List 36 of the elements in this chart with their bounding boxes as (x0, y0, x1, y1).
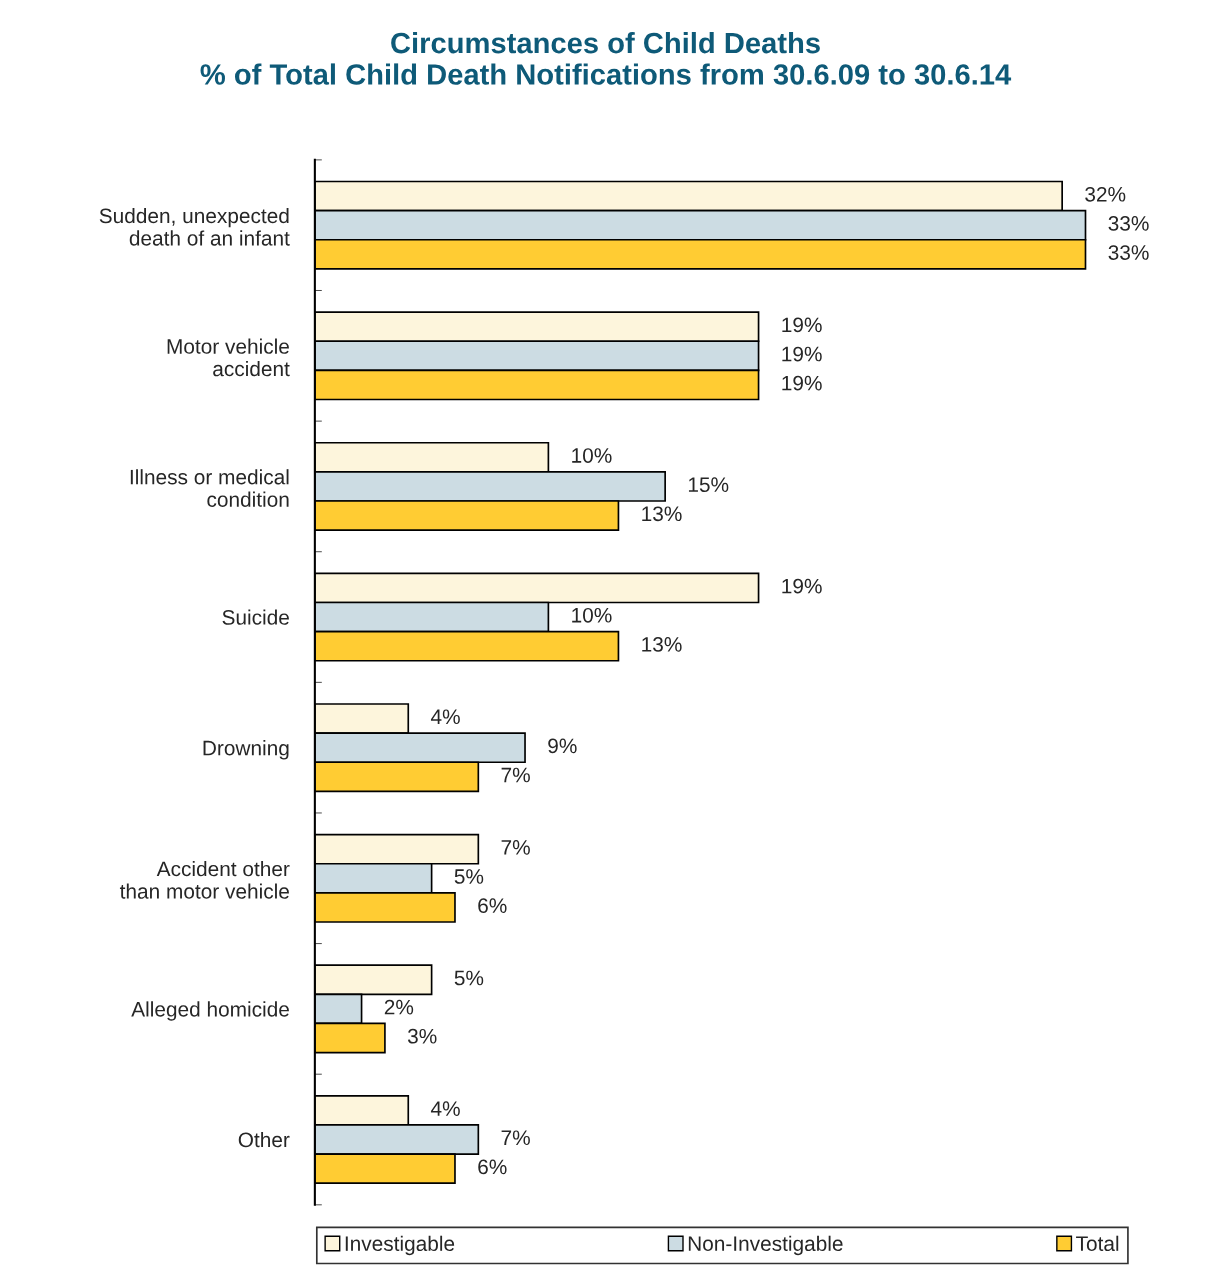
data-label: 7% (501, 840, 530, 855)
chart-title: Circumstances of Child Deaths % of Total Child Death Notifications from 30.6.09 to 30.6.14 (200, 31, 1012, 85)
data-label: 19% (782, 578, 822, 594)
y-tick-label: Sudden, unexpected death of an infant (99, 207, 290, 246)
data-label: 10% (572, 607, 612, 623)
data-label: 19% (782, 317, 822, 333)
data-label: 4% (430, 1101, 460, 1116)
data-label: 10% (572, 448, 612, 463)
y-tick-label: Suicide (222, 609, 289, 625)
data-label: 5% (454, 869, 484, 884)
data-label: 4% (430, 709, 460, 725)
data-label: 9% (548, 738, 577, 754)
legend-label: Total (1076, 1235, 1119, 1252)
data-label: 19% (782, 375, 822, 391)
legend-label: Non-Investigable (688, 1235, 843, 1256)
legend-label: Investigable (345, 1235, 455, 1256)
data-label: 2% (384, 999, 414, 1015)
data-label: 33% (1108, 216, 1149, 231)
data-label: 13% (642, 637, 682, 652)
y-tick-label: Motor vehicle accident (167, 338, 290, 377)
data-label: 3% (407, 1028, 437, 1044)
data-label: 5% (454, 970, 484, 986)
y-tick-label: Alleged homicide (131, 1001, 289, 1021)
data-label: 6% (478, 898, 507, 913)
y-tick-label: Illness or medical condition (130, 469, 289, 507)
y-tick-label: Drowning (203, 740, 289, 760)
y-tick-label: Other (238, 1131, 290, 1148)
data-label: 6% (478, 1159, 507, 1175)
data-label: 7% (501, 1130, 530, 1146)
data-label: 13% (642, 506, 682, 522)
data-label: 33% (1108, 245, 1149, 260)
data-label: 15% (688, 477, 729, 493)
y-tick-label: Accident other than motor vehicle (119, 861, 290, 899)
data-label: 19% (782, 346, 822, 362)
data-label: 7% (501, 767, 530, 783)
data-label: 32% (1085, 186, 1126, 202)
